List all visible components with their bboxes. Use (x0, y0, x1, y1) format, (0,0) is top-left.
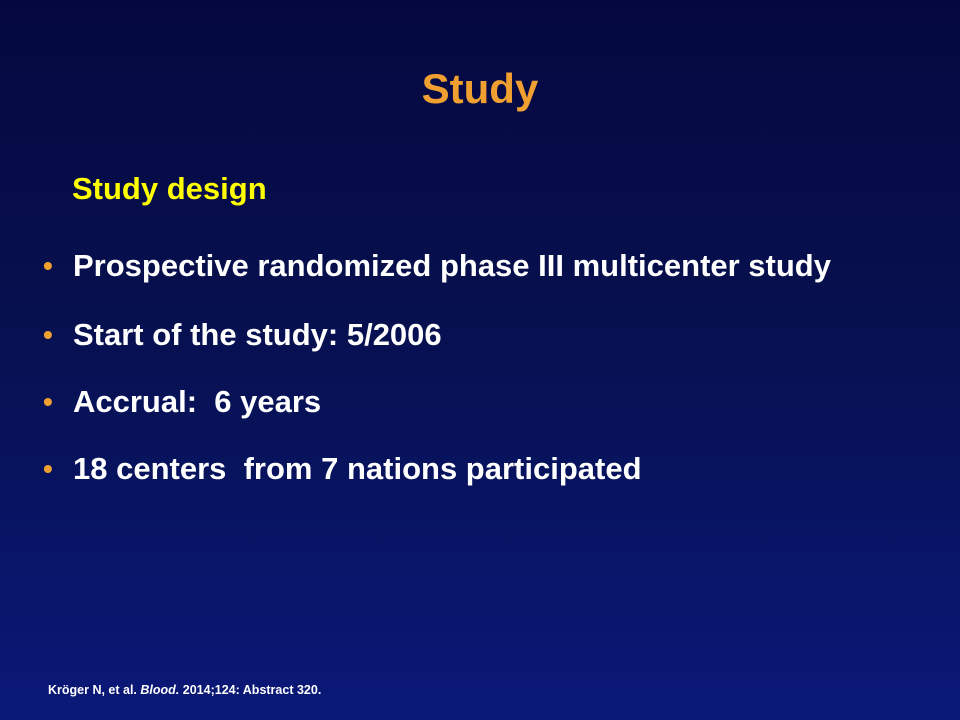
citation: Kröger N, et al. Blood. 2014;124: Abstra… (48, 682, 321, 698)
bullet-text: Accrual: 6 years (73, 384, 322, 419)
bullet-item: • Start of the study: 5/2006 (40, 313, 920, 357)
citation-authors: Kröger N, et al. (48, 683, 137, 697)
bullet-dot-icon: • (43, 453, 53, 484)
slide-title: Study (421, 65, 539, 112)
bullet-dot-icon: • (43, 319, 53, 350)
bullet-item: • Accrual: 6 years (40, 380, 920, 424)
bullet-item: • Prospective randomized phase III multi… (40, 244, 920, 288)
slide-subtitle: Study design (72, 171, 267, 206)
citation-journal: Blood. (140, 683, 180, 697)
bullet-text: 18 centers from 7 nations participated (73, 451, 642, 486)
bullet-dot-icon: • (43, 250, 53, 281)
bullet-text: Start of the study: 5/2006 (73, 317, 442, 352)
bullet-item: • 18 centers from 7 nations participated (40, 447, 920, 491)
bullet-dot-icon: • (43, 386, 53, 417)
citation-details: 2014;124: Abstract 320. (182, 683, 322, 697)
bullet-text: Prospective randomized phase III multice… (73, 248, 831, 283)
bullet-list: • Prospective randomized phase III multi… (40, 244, 920, 491)
